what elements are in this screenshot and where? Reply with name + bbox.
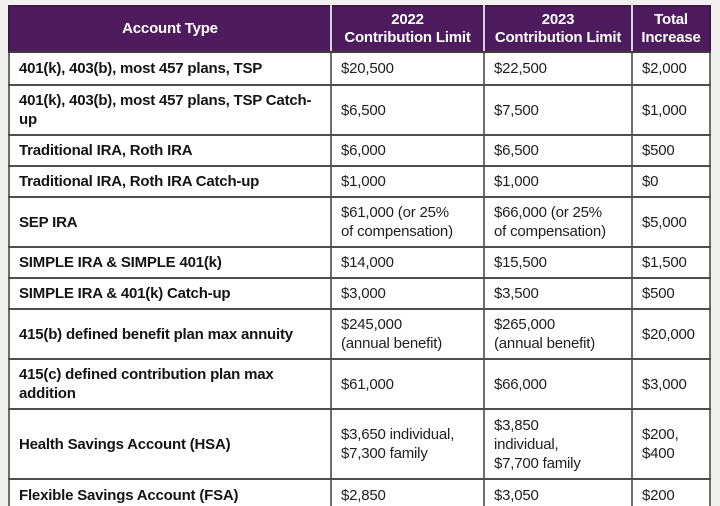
limit-2022-cell: $245,000 (annual benefit) xyxy=(330,308,485,360)
account-type-cell: 401(k), 403(b), most 457 plans, TSP Catc… xyxy=(8,84,332,136)
table-row: SEP IRA $61,000 (or 25% of compensation) $… xyxy=(8,196,711,248)
limit-2023-cell: $265,000 (annual benefit) xyxy=(483,308,633,360)
table-row: Traditional IRA, Roth IRA Catch-up $1,000… xyxy=(8,165,711,198)
limit-2023-cell: $3,500 xyxy=(483,277,633,310)
table-row: 415(b) defined benefit plan max annuity $… xyxy=(8,308,711,360)
limit-2023-cell: $3,850 individual, $7,700 family xyxy=(483,408,633,480)
account-type-cell: 401(k), 403(b), most 457 plans, TSP xyxy=(8,51,332,86)
total-increase-cell: $2,000 xyxy=(631,51,711,86)
account-type-cell: Health Savings Account (HSA) xyxy=(8,408,332,480)
table-row: 401(k), 403(b), most 457 plans, TSP Catc… xyxy=(8,84,711,136)
limit-2022-cell: $6,500 xyxy=(330,84,485,136)
table-row: SIMPLE IRA & SIMPLE 401(k) $14,000 $15,500… xyxy=(8,246,711,279)
account-type-cell: Flexible Savings Account (FSA) xyxy=(8,478,332,506)
table-row: Traditional IRA, Roth IRA $6,000 $6,500 $50… xyxy=(8,134,711,167)
limit-2023-cell: $66,000 (or 25% of compensation) xyxy=(483,196,633,248)
limit-2022-cell: $61,000 xyxy=(330,358,485,410)
header-total-increase: Total Increase xyxy=(632,5,711,53)
limit-2022-cell: $3,650 individual, $7,300 family xyxy=(330,408,485,480)
limit-2023-cell: $1,000 xyxy=(483,165,633,198)
account-type-cell: SEP IRA xyxy=(8,196,332,248)
total-increase-cell: $0 xyxy=(631,165,711,198)
account-type-cell: SIMPLE IRA & 401(k) Catch-up xyxy=(8,277,332,310)
limit-2022-cell: $14,000 xyxy=(330,246,485,279)
account-type-cell: Traditional IRA, Roth IRA Catch-up xyxy=(8,165,332,198)
total-increase-cell: $500 xyxy=(631,277,711,310)
total-increase-cell: $3,000 xyxy=(631,358,711,410)
account-type-cell: 415(b) defined benefit plan max annuity xyxy=(8,308,332,360)
limit-2022-cell: $20,500 xyxy=(330,51,485,86)
limit-2023-cell: $22,500 xyxy=(483,51,633,86)
total-increase-cell: $500 xyxy=(631,134,711,167)
header-row: Account Type 2022 Contribution Limit 202… xyxy=(8,5,711,53)
header-account-type: Account Type xyxy=(8,5,332,53)
limit-2023-cell: $3,050 xyxy=(483,478,633,506)
table-body: 401(k), 403(b), most 457 plans, TSP $20,5… xyxy=(8,51,711,506)
table-row: 415(c) defined contribution plan max add… xyxy=(8,358,711,410)
contribution-limits-table: Account Type 2022 Contribution Limit 202… xyxy=(8,5,711,506)
header-2022-limit: 2022 Contribution Limit xyxy=(331,5,485,53)
limit-2023-cell: $6,500 xyxy=(483,134,633,167)
total-increase-cell: $200, $400 xyxy=(631,408,711,480)
total-increase-cell: $5,000 xyxy=(631,196,711,248)
total-increase-cell: $200 xyxy=(631,478,711,506)
account-type-cell: 415(c) defined contribution plan max add… xyxy=(8,358,332,410)
limit-2023-cell: $66,000 xyxy=(483,358,633,410)
limit-2023-cell: $15,500 xyxy=(483,246,633,279)
total-increase-cell: $1,000 xyxy=(631,84,711,136)
header-2023-limit: 2023 Contribution Limit xyxy=(484,5,633,53)
limit-2023-cell: $7,500 xyxy=(483,84,633,136)
limit-2022-cell: $61,000 (or 25% of compensation) xyxy=(330,196,485,248)
account-type-cell: SIMPLE IRA & SIMPLE 401(k) xyxy=(8,246,332,279)
table-row: SIMPLE IRA & 401(k) Catch-up $3,000 $3,500… xyxy=(8,277,711,310)
total-increase-cell: $1,500 xyxy=(631,246,711,279)
limit-2022-cell: $2,850 xyxy=(330,478,485,506)
table-row: Flexible Savings Account (FSA) $2,850 $3,0… xyxy=(8,478,711,506)
total-increase-cell: $20,000 xyxy=(631,308,711,360)
table-row: Health Savings Account (HSA) $3,650 indiv… xyxy=(8,408,711,480)
table-row: 401(k), 403(b), most 457 plans, TSP $20,5… xyxy=(8,51,711,86)
limit-2022-cell: $3,000 xyxy=(330,277,485,310)
account-type-cell: Traditional IRA, Roth IRA xyxy=(8,134,332,167)
limit-2022-cell: $6,000 xyxy=(330,134,485,167)
limit-2022-cell: $1,000 xyxy=(330,165,485,198)
table-header: Account Type 2022 Contribution Limit 202… xyxy=(8,5,711,53)
